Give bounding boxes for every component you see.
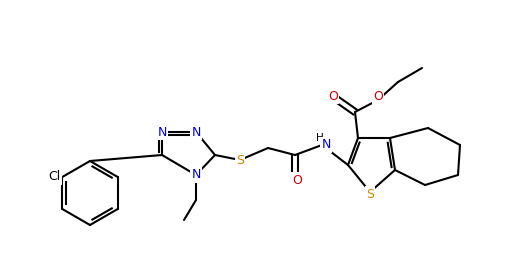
Text: O: O (292, 173, 302, 186)
Text: O: O (328, 89, 338, 102)
Text: Cl: Cl (48, 170, 60, 183)
Text: H: H (316, 133, 324, 143)
Text: N: N (157, 125, 167, 138)
Text: S: S (366, 188, 374, 201)
Text: O: O (373, 91, 383, 104)
Text: N: N (191, 125, 201, 138)
Text: S: S (236, 153, 244, 166)
Text: N: N (191, 169, 201, 182)
Text: N: N (321, 138, 331, 151)
